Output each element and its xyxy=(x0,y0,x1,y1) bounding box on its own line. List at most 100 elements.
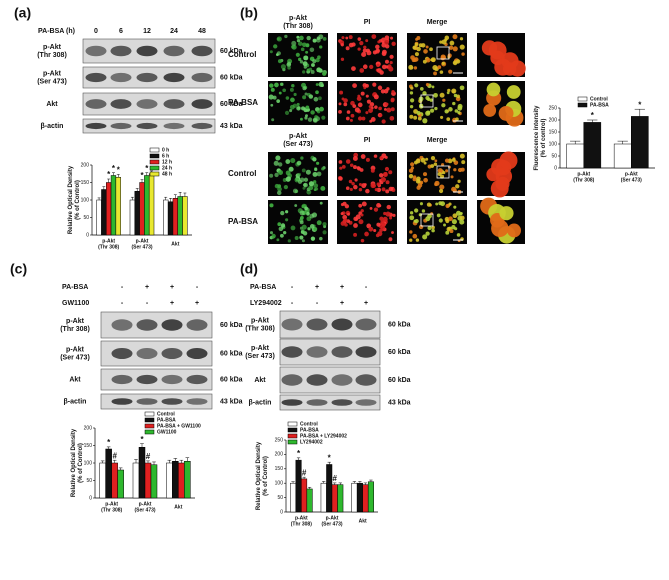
bar xyxy=(105,448,112,499)
treatment-sign: + xyxy=(170,300,174,307)
cell xyxy=(434,159,438,163)
bar xyxy=(566,143,585,169)
cell xyxy=(430,58,434,62)
error-bar xyxy=(173,194,177,199)
x-tick-label: p-Akt xyxy=(326,515,339,521)
cell xyxy=(360,91,365,96)
cell xyxy=(304,116,308,120)
cell xyxy=(491,219,509,238)
cell xyxy=(302,42,307,48)
cell xyxy=(374,105,378,109)
cell xyxy=(455,117,459,121)
cell xyxy=(294,236,299,240)
cell xyxy=(420,157,426,163)
y-tick-label: 150 xyxy=(275,466,284,472)
cell xyxy=(445,169,449,173)
cell xyxy=(444,158,450,163)
bar xyxy=(150,464,158,499)
cell xyxy=(391,231,394,234)
cell xyxy=(486,82,501,97)
cell xyxy=(363,183,367,186)
bar xyxy=(306,488,313,513)
blot-size-label: 60 kDa xyxy=(220,74,243,81)
bar xyxy=(178,462,185,499)
cell xyxy=(415,37,419,41)
cell xyxy=(352,156,358,161)
cell xyxy=(441,163,445,167)
cell xyxy=(282,88,287,93)
blot-band xyxy=(306,346,328,358)
panel-label: (a) xyxy=(14,5,31,21)
cell xyxy=(386,87,390,91)
cell xyxy=(365,188,370,194)
blot-band xyxy=(110,99,132,109)
cell xyxy=(299,210,305,216)
blot-band xyxy=(136,374,158,385)
cell xyxy=(509,60,526,77)
cell xyxy=(379,156,383,160)
cell xyxy=(293,92,297,97)
error-bar xyxy=(102,186,106,190)
cell xyxy=(383,211,387,216)
cell xyxy=(310,236,316,241)
cell xyxy=(452,213,458,219)
cell xyxy=(302,61,308,67)
cell xyxy=(316,37,321,43)
cell xyxy=(304,92,308,96)
error-bar xyxy=(116,174,120,178)
row-label: Control xyxy=(228,169,256,178)
blot-band xyxy=(161,319,183,331)
cell xyxy=(319,201,323,205)
cell xyxy=(415,238,420,242)
cell xyxy=(384,35,390,41)
y-tick-label: 50 xyxy=(277,495,283,501)
error-bar xyxy=(167,459,172,463)
cell xyxy=(345,46,350,51)
bar xyxy=(613,143,632,169)
cell xyxy=(437,168,443,174)
cell xyxy=(412,233,418,239)
x-tick-label: (Ser 473) xyxy=(131,244,152,250)
bar xyxy=(184,461,191,499)
y-axis-label: Relative Optical Density xyxy=(68,165,74,234)
legend-label: Control xyxy=(157,411,175,417)
cell xyxy=(507,223,521,238)
cell xyxy=(385,189,390,194)
cell xyxy=(302,95,307,100)
cell xyxy=(455,59,461,64)
cell xyxy=(409,238,413,242)
micrograph-header: p-Akt xyxy=(289,133,308,140)
cell xyxy=(384,39,390,45)
treatment-label: LY294002 xyxy=(250,300,282,307)
treatment-sign: + xyxy=(315,284,319,291)
blot-band xyxy=(161,374,183,385)
cell xyxy=(423,161,427,165)
cell xyxy=(359,41,364,46)
cell xyxy=(365,111,369,115)
bar xyxy=(139,182,145,236)
cell xyxy=(452,101,456,106)
cell xyxy=(315,90,319,95)
significance-mark: * xyxy=(145,164,149,173)
cell xyxy=(287,239,291,243)
cell xyxy=(433,71,437,76)
blot-band xyxy=(110,122,132,130)
legend-label: Control xyxy=(590,96,608,102)
blot-row-label: (Ser 473) xyxy=(245,353,275,360)
blot-band xyxy=(191,72,213,83)
bar xyxy=(362,484,369,513)
cell xyxy=(298,57,302,62)
blot-size-label: 60 kDa xyxy=(388,321,411,328)
cell xyxy=(277,222,282,227)
bar xyxy=(356,482,363,513)
cell xyxy=(385,211,391,217)
error-bar xyxy=(307,486,312,489)
cell xyxy=(301,106,306,111)
cell xyxy=(296,160,302,166)
blot-band xyxy=(161,398,183,405)
blot-size-label: 60 kDa xyxy=(220,376,243,383)
cell xyxy=(322,222,327,227)
cell xyxy=(371,34,377,39)
cell xyxy=(285,218,289,222)
cell xyxy=(294,204,298,207)
